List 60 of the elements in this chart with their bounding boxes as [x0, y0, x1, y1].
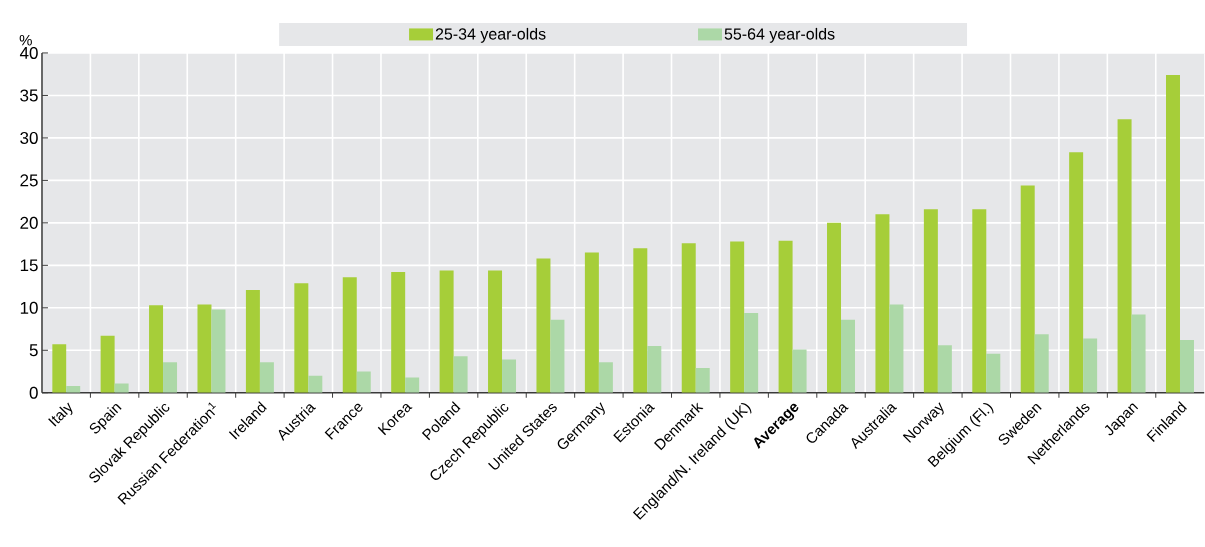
bar [744, 313, 759, 393]
y-tick-label: 25 [20, 174, 38, 187]
bar [100, 336, 115, 393]
bar [827, 223, 842, 393]
bar [211, 309, 226, 393]
bar [550, 319, 565, 393]
bar [453, 356, 468, 393]
bar [391, 272, 406, 393]
bar [1034, 334, 1049, 393]
bar [342, 277, 357, 393]
bar [259, 362, 274, 393]
bar [439, 270, 454, 393]
y-tick-label: 10 [20, 301, 38, 314]
y-tick-label: 35 [20, 89, 38, 102]
bar [536, 258, 551, 393]
bar [889, 304, 904, 393]
bar [488, 270, 503, 393]
bar [792, 349, 807, 393]
bar [405, 377, 420, 393]
bar [1166, 75, 1180, 393]
legend-label: 25-34 year-olds [435, 28, 546, 43]
bar [502, 359, 517, 393]
bar [584, 252, 599, 393]
bar [875, 214, 890, 393]
y-tick-label: 40 [19, 47, 38, 60]
bar [633, 248, 648, 393]
bar [294, 283, 309, 393]
y-tick-label: 5 [29, 344, 38, 357]
bar [1117, 119, 1132, 393]
bar [1131, 314, 1146, 393]
bar [923, 209, 938, 393]
bar [308, 375, 323, 393]
y-axis-title: % [19, 35, 32, 46]
y-tick-label: 20 [20, 217, 38, 230]
bar [356, 371, 371, 393]
bar [681, 243, 696, 393]
legend-label: 55-64 year-olds [724, 28, 835, 43]
bar [52, 344, 67, 393]
bar [778, 240, 793, 393]
bar [197, 304, 212, 393]
bar [841, 319, 855, 393]
bar [245, 290, 260, 393]
bar [730, 241, 745, 393]
bar [695, 368, 710, 393]
bar [1069, 152, 1084, 393]
bar [1020, 185, 1035, 393]
bar [598, 362, 613, 393]
bar [1083, 338, 1098, 393]
bar [937, 345, 952, 393]
y-tick-label: 15 [20, 259, 38, 272]
bar [986, 353, 1001, 393]
bar [114, 383, 129, 393]
x-tick-label: Italy [48, 402, 73, 427]
bar [647, 346, 662, 393]
y-tick-label: 30 [20, 132, 38, 145]
bar [1179, 340, 1194, 393]
bar [163, 362, 178, 393]
bar [149, 305, 164, 393]
y-tick-label: 0 [29, 386, 38, 399]
bar [972, 209, 987, 393]
